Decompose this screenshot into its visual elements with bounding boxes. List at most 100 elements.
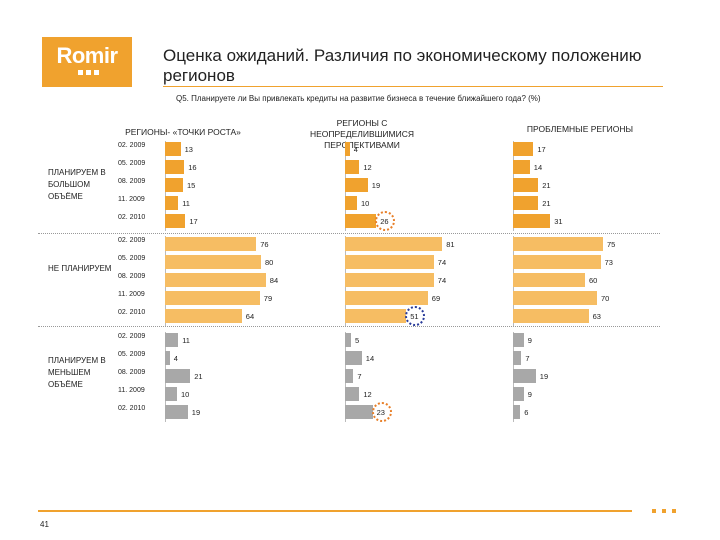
bar-value-label: 75 [607, 240, 616, 249]
period-label: 05. 2009 [118, 351, 146, 358]
bar-value-label: 31 [554, 217, 563, 226]
bar [513, 237, 603, 251]
page-title: Оценка ожиданий. Различия по экономическ… [163, 46, 642, 85]
group-label-none: НЕ ПЛАНИРУЕМ [48, 264, 112, 273]
bar [513, 333, 524, 347]
bar [165, 237, 257, 251]
bar [165, 369, 191, 383]
bar-value-label: 73 [604, 258, 613, 267]
bar-value-label: 63 [592, 312, 601, 321]
bar-value-label: 4 [353, 145, 358, 154]
bar-value-label: 19 [539, 372, 549, 381]
bar-value-label: 60 [589, 276, 598, 285]
logo-dots [78, 70, 100, 76]
bar [513, 291, 597, 305]
period-label: 05. 2009 [118, 255, 146, 262]
bar-value-label: 14 [533, 163, 543, 172]
group-label-less: ПЛАНИРУЕМ В МЕНЬШЕМ ОБЪЁМЕ [48, 356, 106, 389]
bar [345, 178, 368, 192]
bar [165, 142, 181, 156]
bar [345, 160, 360, 174]
period-label: 02. 2010 [118, 309, 146, 316]
bar [513, 255, 601, 269]
bar-value-label: 17 [537, 145, 546, 154]
question-text: Q5. Планируете ли Вы привлекать кредиты … [176, 94, 541, 103]
bar-value-label: 74 [437, 276, 447, 285]
bar [513, 142, 534, 156]
bar [165, 291, 260, 305]
bar-value-label: 64 [245, 312, 255, 321]
bar [165, 387, 177, 401]
bar [345, 196, 357, 210]
period-label: 08. 2009 [118, 369, 146, 376]
bar-value-label: 19 [371, 181, 381, 190]
bar-value-label: 5 [355, 336, 360, 345]
bar [513, 160, 530, 174]
bar-value-label: 7 [525, 354, 530, 363]
bar-value-label: 19 [191, 408, 201, 417]
bar [345, 333, 351, 347]
bar-value-label: 15 [187, 181, 196, 190]
bar-value-label: 21 [194, 372, 203, 381]
bar-value-label: 12 [363, 163, 372, 172]
panel-title-problem: ПРОБЛЕМНЫЕ РЕГИОНЫ [526, 124, 634, 134]
bar [165, 160, 185, 174]
bar [165, 255, 261, 269]
bar-value-label: 79 [263, 294, 273, 303]
bar-value-label: 9 [527, 336, 532, 345]
bar [345, 237, 443, 251]
period-label: 02. 2009 [118, 142, 146, 149]
bar-value-label: 74 [437, 258, 447, 267]
bar-value-label: 81 [446, 240, 455, 249]
bar [165, 178, 183, 192]
bar [345, 142, 350, 156]
group-label-more: ПЛАНИРУЕМ В БОЛЬШОМ ОБЪЁМЕ [48, 168, 106, 201]
period-label: 02. 2010 [118, 214, 146, 221]
bar [345, 387, 360, 401]
bar-value-label: 21 [542, 181, 551, 190]
bar [165, 405, 188, 419]
highlight-circle [375, 211, 396, 231]
bar [345, 405, 373, 419]
period-label: 02. 2009 [118, 237, 146, 244]
bar [513, 178, 539, 192]
bar-value-label: 13 [184, 145, 193, 154]
bar-value-label: 69 [431, 294, 441, 303]
bar-value-label: 10 [361, 199, 370, 208]
period-label: 02. 2009 [118, 333, 146, 340]
bar-value-label: 80 [265, 258, 274, 267]
bar-value-label: 6 [524, 408, 529, 417]
bar-value-label: 16 [188, 163, 197, 172]
logo: Romir [42, 37, 132, 87]
bar-value-label: 9 [527, 390, 532, 399]
bar [165, 309, 242, 323]
bar [345, 369, 354, 383]
bar-value-label: 17 [189, 217, 198, 226]
bar [345, 255, 434, 269]
bar-value-label: 7 [357, 372, 362, 381]
highlight-circle [371, 402, 392, 422]
bar [165, 214, 186, 228]
period-label: 05. 2009 [118, 160, 146, 167]
bar [165, 196, 179, 210]
title-underline [163, 86, 663, 87]
highlight-circle [405, 306, 426, 326]
page-number: 41 [40, 520, 49, 529]
bar-value-label: 11 [182, 199, 190, 208]
bar [513, 351, 522, 365]
bar-value-label: 21 [542, 199, 551, 208]
panel-title-uncertain: РЕГИОНЫ С НЕОПРЕДЕЛИВШИМИСЯ ПЕРСПЕКТИВАМ… [309, 118, 415, 150]
bar-value-label: 84 [269, 276, 279, 285]
bar [513, 387, 524, 401]
bar [513, 214, 551, 228]
bar-value-label: 12 [363, 390, 372, 399]
period-label: 11. 2009 [118, 387, 145, 394]
footer-dots [652, 509, 682, 514]
period-label: 08. 2009 [118, 178, 146, 185]
group-separator [38, 233, 660, 234]
period-label: 11. 2009 [118, 291, 145, 298]
period-label: 02. 2010 [118, 405, 146, 412]
bar-value-label: 14 [365, 354, 375, 363]
period-label: 08. 2009 [118, 273, 146, 280]
bar [165, 273, 266, 287]
